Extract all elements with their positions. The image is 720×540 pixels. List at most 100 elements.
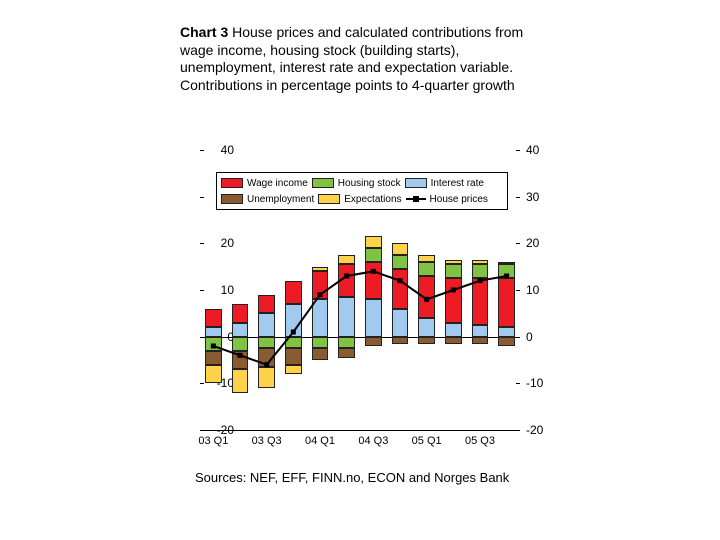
bar-seg-expect	[392, 243, 409, 255]
bar-seg-wage	[205, 309, 222, 328]
xtick-label: 04 Q1	[305, 435, 335, 447]
legend-swatch-housing	[312, 178, 334, 188]
bar-seg-wage	[232, 304, 249, 323]
bar-seg-housing	[365, 248, 382, 262]
ytick-right: -20	[526, 424, 556, 436]
bar-seg-interest	[285, 304, 302, 337]
bar-seg-expect	[312, 267, 329, 272]
legend-label-housing: Housing stock	[338, 178, 401, 189]
bar-seg-wage	[258, 295, 275, 314]
bar-seg-housing	[445, 264, 462, 278]
bar-seg-expect	[472, 260, 489, 265]
legend: Wage income Housing stock Interest rate …	[216, 172, 508, 210]
bar-seg-wage	[285, 281, 302, 304]
bar-seg-housing	[312, 337, 329, 349]
legend-label-wage: Wage income	[247, 178, 308, 189]
xtick-label: 05 Q1	[412, 435, 442, 447]
bar-seg-unemp	[418, 337, 435, 344]
bar-seg-expect	[418, 255, 435, 262]
bar-seg-unemp	[365, 337, 382, 346]
bar-seg-interest	[312, 299, 329, 336]
bar-seg-unemp	[498, 337, 515, 346]
legend-row-2: Unemployment Expectations House prices	[221, 191, 503, 207]
tick-mark	[200, 290, 204, 291]
tick-mark	[200, 383, 204, 384]
bar-seg-interest	[472, 325, 489, 337]
bar-seg-interest	[338, 297, 355, 337]
bar-seg-wage	[418, 276, 435, 318]
bar-seg-unemp	[445, 337, 462, 344]
page: Chart 3 House prices and calculated cont…	[0, 0, 720, 540]
tick-mark	[200, 150, 204, 151]
ytick-right: 0	[526, 331, 556, 343]
chart-title: Chart 3 House prices and calculated cont…	[180, 24, 540, 94]
bar-seg-expect	[285, 365, 302, 374]
bar-seg-expect	[258, 367, 275, 388]
bar-seg-wage	[338, 264, 355, 297]
tick-mark	[200, 197, 204, 198]
bar-seg-housing	[498, 264, 515, 278]
legend-label-expect: Expectations	[344, 194, 401, 205]
bar-seg-interest	[498, 327, 515, 336]
legend-swatch-line	[406, 194, 426, 204]
ytick-right: 20	[526, 237, 556, 249]
bar-seg-interest	[258, 313, 275, 336]
bar-seg-interest	[232, 323, 249, 337]
bar-seg-unemp	[338, 348, 355, 357]
bar-seg-interest	[392, 309, 409, 337]
legend-swatch-unemp	[221, 194, 243, 204]
bar-seg-unemp	[205, 351, 222, 365]
bar-seg-interest	[418, 318, 435, 337]
bar-seg-wage	[498, 278, 515, 327]
legend-swatch-interest	[405, 178, 427, 188]
bar-seg-interest	[445, 323, 462, 337]
tick-mark	[516, 243, 520, 244]
bar-seg-housing	[418, 262, 435, 276]
tick-mark	[200, 243, 204, 244]
bar-seg-expect	[365, 236, 382, 248]
bar-seg-wage	[312, 271, 329, 299]
bar-seg-expect	[445, 260, 462, 265]
sources-text: Sources: NEF, EFF, FINN.no, ECON and Nor…	[195, 470, 545, 486]
tick-mark	[516, 197, 520, 198]
bar-seg-unemp	[392, 337, 409, 344]
bar-seg-wage	[365, 262, 382, 299]
chart-title-bold: Chart 3	[180, 24, 228, 40]
bar-seg-wage	[445, 278, 462, 322]
bar-seg-interest	[365, 299, 382, 336]
xtick-label: 03 Q3	[252, 435, 282, 447]
legend-row-1: Wage income Housing stock Interest rate	[221, 175, 503, 191]
bar-seg-unemp	[232, 351, 249, 370]
legend-label-interest: Interest rate	[431, 178, 484, 189]
bar-seg-housing	[285, 337, 302, 349]
bar-seg-unemp	[285, 348, 302, 364]
bar-seg-housing	[232, 337, 249, 351]
tick-mark	[516, 290, 520, 291]
bar-seg-expect	[498, 262, 515, 264]
tick-mark	[516, 430, 520, 431]
bar-seg-housing	[392, 255, 409, 269]
tick-mark	[516, 150, 520, 151]
ytick-right: -10	[526, 377, 556, 389]
bar-seg-unemp	[312, 348, 329, 360]
bar-seg-housing	[472, 264, 489, 278]
bar-seg-housing	[338, 337, 355, 349]
chart: Wage income Housing stock Interest rate …	[160, 150, 560, 450]
xtick-label: 04 Q3	[358, 435, 388, 447]
xtick-label: 05 Q3	[465, 435, 495, 447]
legend-label-line: House prices	[430, 194, 488, 205]
bar-seg-unemp	[472, 337, 489, 344]
bar-seg-expect	[205, 365, 222, 384]
chart-title-rest: House prices and calculated contribution…	[180, 24, 523, 93]
legend-label-unemp: Unemployment	[247, 194, 314, 205]
ytick-right: 40	[526, 144, 556, 156]
bar-seg-expect	[232, 369, 249, 392]
legend-swatch-expect	[318, 194, 340, 204]
bar-seg-wage	[472, 278, 489, 325]
legend-swatch-wage	[221, 178, 243, 188]
xtick-label: 03 Q1	[198, 435, 228, 447]
bar-seg-housing	[205, 337, 222, 351]
bar-seg-interest	[205, 327, 222, 336]
bar-seg-wage	[392, 269, 409, 309]
tick-mark	[516, 383, 520, 384]
